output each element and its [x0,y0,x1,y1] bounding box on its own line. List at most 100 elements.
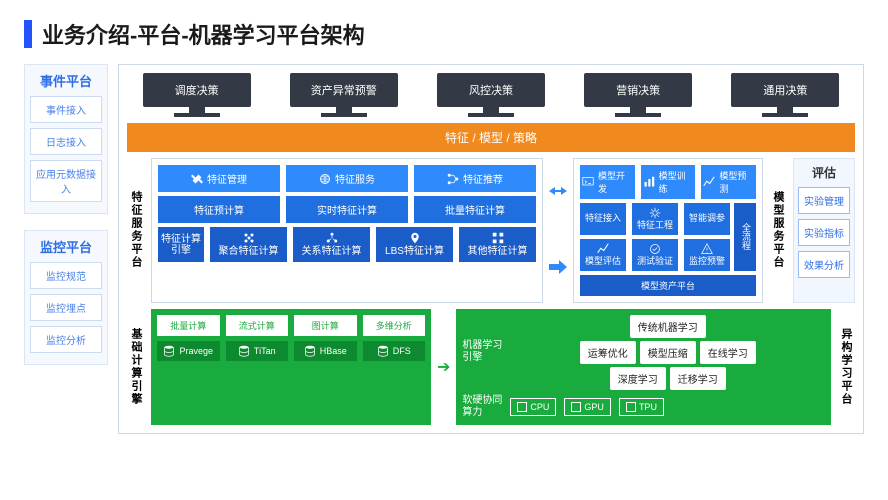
page-title: 业务介绍-平台-机器学习平台架构 [42,18,365,50]
model-step: 智能调参 [684,203,730,235]
basic-engine-box: 批量计算 流式计算 图计算 多维分析 Pravege TiTan HBase D… [151,309,431,425]
model-platform-label: 模型服务平台 [769,158,787,303]
tools-icon [191,173,203,185]
model-step: 特征工程 [632,203,678,235]
model-asset-bar: 模型资产平台 [580,275,756,296]
monitor-platform-panel: 监控平台 监控规范 监控埋点 监控分析 [24,230,108,365]
arrow-right-icon: ➔ [437,357,450,377]
grid-icon [492,232,504,244]
compute-chip: 多维分析 [363,315,426,336]
db-icon [377,345,389,357]
hetero-platform-box: 机器学习引擎 传统机器学习 运筹优化 模型压缩 在线学习 深度学习 迁移学习 [456,309,831,425]
monitor-label: 营销决策 [584,73,692,107]
chip-icon [571,402,581,412]
ml-engine-chip: 运筹优化 [580,341,636,364]
location-icon [409,232,421,244]
feature-engine: 其他特征计算 [459,227,536,262]
feature-chip: 批量特征计算 [414,196,536,223]
event-platform-panel: 事件平台 事件接入 日志接入 应用元数据接入 [24,64,108,214]
predict-icon [703,176,715,188]
aggregate-icon [243,232,255,244]
full-process-label: 全流程 [734,203,756,271]
hw-label: 软硬协同算力 [462,395,502,419]
feature-chip: 特征服务 [286,165,408,192]
storage-chip: HBase [294,341,357,361]
basic-engine-label: 基础计算引擎 [127,309,145,425]
check-icon [649,243,661,255]
hetero-platform-label: 异构学习平台 [837,309,855,425]
hw-unit: TPU [619,398,664,416]
eval-panel: 评估 实验管理 实验指标 效果分析 [793,158,855,303]
feature-engine-lead: 特征计算引擎 [158,227,204,262]
monitor: 营销决策 [584,73,692,117]
storage-chip: TiTan [226,341,289,361]
model-step: 模型评估 [580,239,626,271]
title-accent-bar [24,20,32,48]
model-step: 监控预警 [684,239,730,271]
feature-engine: 聚合特征计算 [210,227,287,262]
arrow-column [549,158,567,303]
ml-engine-chip: 迁移学习 [670,367,726,390]
compute-chip: 流式计算 [226,315,289,336]
db-icon [163,345,175,357]
db-icon [304,345,316,357]
model-platform-box: 模型开发 模型训练 模型预测 特征接入 特征工程 智能调参 模型 [573,158,763,303]
monitor-platform-title: 监控平台 [30,237,102,256]
alert-icon [701,243,713,255]
monitor-label: 通用决策 [731,73,839,107]
decision-monitors-row: 调度决策 资产异常预警 风控决策 营销决策 通用决策 [127,73,855,117]
event-item: 事件接入 [30,96,102,123]
globe-icon [319,173,331,185]
arrow-divider: ➔ [437,309,450,425]
ml-engine-chip: 传统机器学习 [630,315,706,338]
monitor: 风控决策 [437,73,545,117]
monitor-label: 风控决策 [437,73,545,107]
model-chip: 模型训练 [641,165,696,199]
gear-icon [649,207,661,219]
chip-icon [626,402,636,412]
relation-icon [326,232,338,244]
left-sidebar: 事件平台 事件接入 日志接入 应用元数据接入 监控平台 监控规范 监控埋点 监控… [24,64,108,434]
ml-engine-chip: 深度学习 [610,367,666,390]
ml-engine-chip: 在线学习 [700,341,756,364]
feature-model-strategy-bar: 特征 / 模型 / 策略 [127,123,855,152]
hw-unit: CPU [510,398,556,416]
feature-engine: 关系特征计算 [293,227,370,262]
db-icon [238,345,250,357]
double-arrow-icon [549,187,567,201]
eval-item: 实验指标 [798,219,850,246]
dev-icon [582,176,594,188]
feature-chip: 特征推荐 [414,165,536,192]
event-item: 日志接入 [30,128,102,155]
monitor: 调度决策 [143,73,251,117]
model-step: 特征接入 [580,203,626,235]
feature-engine: LBS特征计算 [376,227,453,262]
monitor-item: 监控分析 [30,326,102,353]
compute-chip: 图计算 [294,315,357,336]
storage-chip: DFS [363,341,426,361]
arrow-right-icon [549,260,567,274]
storage-chip: Pravege [157,341,220,361]
model-step: 测试验证 [632,239,678,271]
monitor-item: 监控埋点 [30,294,102,321]
eval-title: 评估 [798,164,850,181]
monitor: 通用决策 [731,73,839,117]
page-title-row: 业务介绍-平台-机器学习平台架构 [24,18,864,50]
eval-item: 实验管理 [798,187,850,214]
monitor-label: 资产异常预警 [290,73,398,107]
monitor-item: 监控规范 [30,262,102,289]
feature-chip: 实时特征计算 [286,196,408,223]
ml-engine-label: 机器学习引擎 [462,340,502,364]
monitor-label: 调度决策 [143,73,251,107]
architecture-main: 调度决策 资产异常预警 风控决策 营销决策 通用决策 特征 / 模型 / 策略 … [118,64,864,434]
feature-platform-label: 特征服务平台 [127,158,145,303]
compute-chip: 批量计算 [157,315,220,336]
model-chip: 模型开发 [580,165,635,199]
ml-engine-chip: 模型压缩 [640,341,696,364]
monitor: 资产异常预警 [290,73,398,117]
eval-item: 效果分析 [798,251,850,278]
feature-chip: 特征预计算 [158,196,280,223]
event-platform-title: 事件平台 [30,71,102,90]
model-chip: 模型预测 [701,165,756,199]
branch-icon [447,173,459,185]
